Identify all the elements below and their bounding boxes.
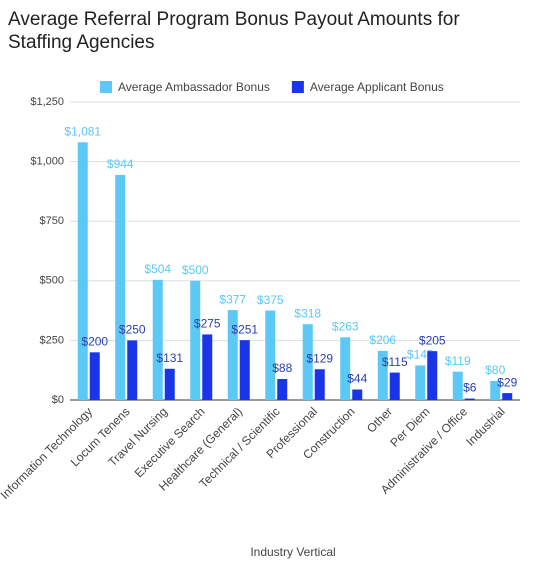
bar bbox=[265, 310, 276, 400]
y-tick-label: $1,250 bbox=[30, 96, 64, 108]
chart-title: Average Referral Program Bonus Payout Am… bbox=[8, 9, 460, 53]
bar bbox=[190, 280, 201, 400]
value-label: $504 bbox=[144, 262, 171, 276]
value-label: $145 bbox=[407, 348, 434, 362]
y-tick-label: $750 bbox=[40, 215, 64, 227]
bar bbox=[239, 340, 250, 400]
y-tick-label: $0 bbox=[52, 394, 64, 406]
legend-label: Average Ambassador Bonus bbox=[118, 80, 270, 94]
value-label: $80 bbox=[485, 363, 505, 377]
value-label: $1,081 bbox=[64, 124, 101, 138]
y-tick-label: $500 bbox=[40, 275, 64, 287]
bar bbox=[89, 352, 100, 400]
legend-label: Average Applicant Bonus bbox=[310, 80, 444, 94]
value-label: $263 bbox=[332, 319, 359, 333]
value-label: $6 bbox=[463, 381, 477, 395]
value-label: $377 bbox=[219, 292, 246, 306]
value-label: $206 bbox=[369, 333, 396, 347]
legend-swatch bbox=[100, 81, 112, 93]
value-label: $129 bbox=[306, 351, 333, 365]
value-label: $88 bbox=[272, 361, 292, 375]
bar bbox=[389, 372, 400, 400]
bar bbox=[314, 369, 325, 400]
value-label: $500 bbox=[182, 263, 209, 277]
bar bbox=[464, 398, 475, 400]
bar bbox=[227, 310, 238, 400]
bar bbox=[115, 174, 126, 400]
bar bbox=[427, 351, 438, 400]
value-label: $275 bbox=[194, 317, 221, 331]
x-tick-label: Other bbox=[364, 404, 395, 435]
value-label: $375 bbox=[257, 293, 284, 307]
value-label: $205 bbox=[419, 333, 446, 347]
bar bbox=[277, 379, 288, 400]
value-label: $200 bbox=[81, 334, 108, 348]
bar bbox=[164, 368, 175, 400]
value-label: $115 bbox=[382, 355, 408, 369]
bar bbox=[377, 350, 388, 400]
value-label: $251 bbox=[231, 322, 258, 336]
bar bbox=[352, 389, 363, 400]
value-label: $119 bbox=[445, 354, 471, 368]
value-label: $131 bbox=[156, 351, 183, 365]
bar bbox=[77, 142, 88, 400]
bar bbox=[202, 334, 213, 400]
bar bbox=[127, 340, 138, 400]
bar bbox=[502, 393, 513, 400]
legend-swatch bbox=[291, 81, 304, 93]
value-label: $29 bbox=[497, 375, 517, 389]
bar bbox=[415, 365, 426, 400]
bar bbox=[302, 324, 313, 400]
y-tick-label: $250 bbox=[40, 334, 64, 346]
value-label: $250 bbox=[119, 323, 146, 337]
value-label: $944 bbox=[107, 157, 134, 171]
x-tick-label: Industrial bbox=[463, 404, 507, 448]
bar bbox=[452, 371, 463, 400]
value-label: $44 bbox=[347, 372, 367, 386]
y-tick-label: $1,000 bbox=[30, 156, 64, 168]
value-label: $318 bbox=[294, 306, 321, 320]
x-axis-title: Industry Vertical bbox=[250, 545, 335, 559]
bar bbox=[152, 279, 163, 400]
bar bbox=[340, 337, 351, 400]
bar bbox=[490, 380, 501, 400]
